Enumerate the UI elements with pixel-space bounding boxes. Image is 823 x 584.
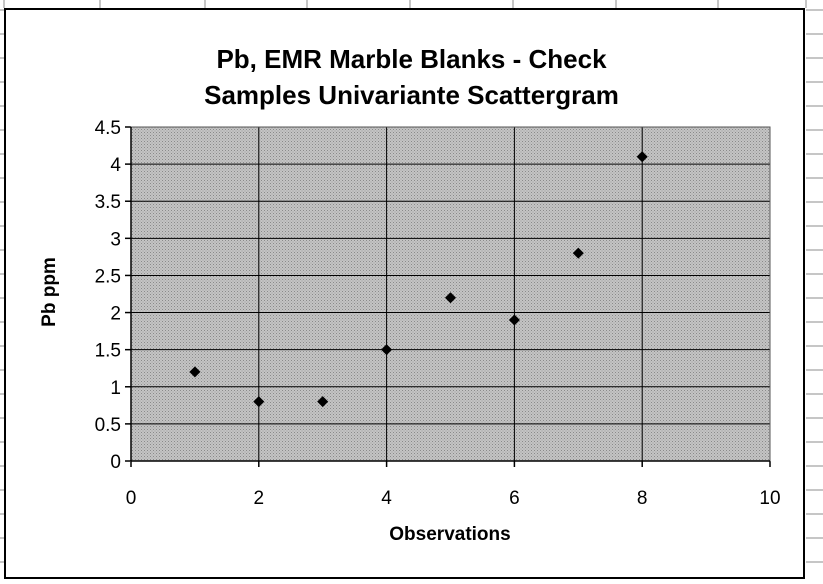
y-tick-label: 0.5 bbox=[95, 415, 121, 436]
data-point-marker bbox=[445, 292, 456, 304]
x-axis-title: Observations bbox=[389, 524, 511, 545]
y-tick-label: 4 bbox=[110, 155, 121, 176]
chart-title-line-2: Samples Univariante Scattergram bbox=[204, 80, 619, 110]
y-tick-label: 4.5 bbox=[95, 118, 121, 139]
data-point-marker bbox=[508, 314, 520, 326]
data-point-marker bbox=[253, 396, 265, 408]
chart-title-line-1: Pb, EMR Marble Blanks - Check bbox=[216, 44, 607, 74]
y-tick-label: 2.5 bbox=[95, 266, 121, 287]
data-point-marker bbox=[572, 247, 584, 259]
y-tick-label: 1.5 bbox=[95, 341, 121, 362]
y-axis-title: Pb ppm bbox=[39, 257, 60, 327]
y-tick-label: 3 bbox=[110, 229, 121, 250]
x-tick-label: 2 bbox=[254, 488, 265, 509]
x-tick-label: 4 bbox=[381, 488, 392, 509]
y-tick-label: 0 bbox=[110, 452, 121, 473]
y-tick-label: 3.5 bbox=[95, 192, 121, 213]
data-point-marker bbox=[189, 366, 201, 378]
x-tick-label: 6 bbox=[509, 488, 520, 509]
data-point-marker bbox=[636, 151, 648, 163]
x-tick-label: 10 bbox=[759, 488, 780, 509]
y-tick-label: 2 bbox=[110, 304, 121, 325]
data-point-marker bbox=[381, 344, 393, 356]
x-tick-label: 8 bbox=[637, 488, 648, 509]
x-tick-label: 0 bbox=[126, 488, 137, 509]
data-point-marker bbox=[317, 396, 329, 408]
y-tick-label: 1 bbox=[110, 378, 121, 399]
